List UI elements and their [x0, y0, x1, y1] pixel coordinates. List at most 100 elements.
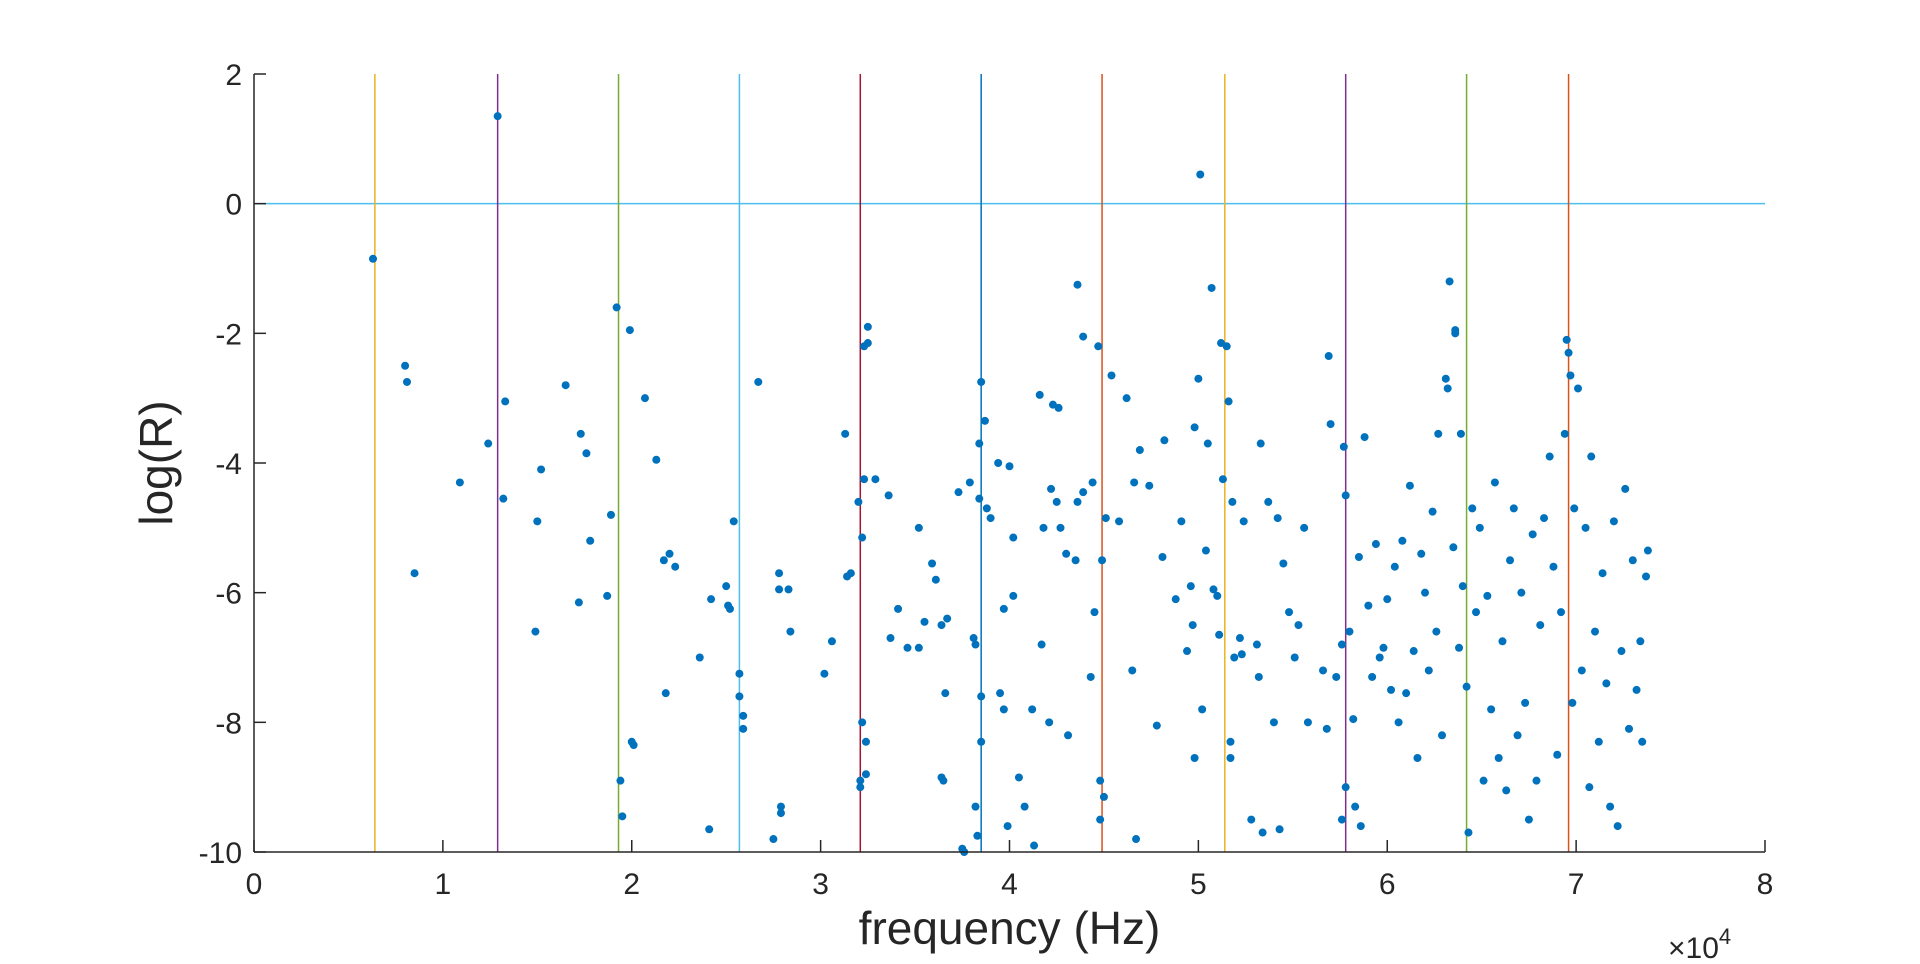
x-tick-label: 0: [246, 868, 263, 901]
y-tick-label: -2: [215, 318, 242, 351]
data-point: [1339, 442, 1348, 451]
data-point: [1158, 553, 1167, 562]
data-point: [986, 514, 995, 523]
data-point: [707, 595, 716, 604]
data-point: [886, 634, 895, 643]
x-tick-label: 7: [1568, 868, 1585, 901]
y-ticks: -10 -8 -6 -4 -2 0 2: [199, 59, 266, 870]
data-point: [860, 475, 869, 484]
data-point: [627, 737, 636, 746]
data-points: [368, 112, 1652, 856]
x-axis-label: frequency (Hz): [859, 902, 1161, 954]
data-point: [1468, 504, 1477, 513]
data-point: [1145, 481, 1154, 490]
data-point: [971, 802, 980, 811]
data-point: [1099, 792, 1108, 801]
data-point: [1351, 802, 1360, 811]
data-point: [1071, 556, 1080, 565]
data-point: [1636, 637, 1645, 646]
data-point: [1628, 556, 1637, 565]
data-point: [1387, 685, 1396, 694]
data-point: [1490, 478, 1499, 487]
data-point: [499, 494, 508, 503]
data-point: [1621, 484, 1630, 493]
data-point: [1540, 514, 1549, 523]
data-point: [1235, 634, 1244, 643]
data-point: [618, 812, 627, 821]
data-point: [965, 478, 974, 487]
data-point: [1345, 627, 1354, 636]
data-point: [1073, 497, 1082, 506]
data-point: [1517, 588, 1526, 597]
data-point: [1226, 737, 1235, 746]
x-tick-label: 3: [812, 868, 829, 901]
data-point: [1570, 504, 1579, 513]
data-point: [1056, 523, 1065, 532]
data-point: [401, 361, 410, 370]
data-point: [1402, 689, 1411, 698]
data-point: [533, 517, 542, 526]
data-point: [1198, 705, 1207, 714]
data-point: [977, 377, 986, 386]
data-point: [1215, 630, 1224, 639]
data-point: [1294, 621, 1303, 630]
data-point: [1183, 647, 1192, 656]
data-point: [1432, 627, 1441, 636]
data-point: [1052, 497, 1061, 506]
data-point: [1587, 452, 1596, 461]
y-tick-label: 0: [225, 189, 242, 222]
data-point: [1417, 549, 1426, 558]
data-point: [561, 381, 570, 390]
data-point: [1237, 650, 1246, 659]
data-point: [920, 617, 929, 626]
data-point: [1079, 488, 1088, 497]
data-point: [1115, 517, 1124, 526]
x-exponent-power: 4: [1719, 924, 1731, 949]
data-point: [606, 510, 615, 519]
data-point: [574, 598, 583, 607]
data-point: [846, 569, 855, 578]
x-tick-label: 8: [1757, 868, 1774, 901]
data-point: [856, 776, 865, 785]
data-point: [612, 303, 621, 312]
data-point: [1203, 439, 1212, 448]
data-point: [582, 449, 591, 458]
data-point: [1568, 698, 1577, 707]
data-point: [1524, 815, 1533, 824]
data-point: [1613, 822, 1622, 831]
data-point: [1354, 553, 1363, 562]
data-point: [776, 802, 785, 811]
data-point: [1037, 640, 1046, 649]
data-point: [1349, 715, 1358, 724]
data-point: [999, 604, 1008, 613]
data-point: [1643, 546, 1652, 555]
data-point: [994, 459, 1003, 467]
y-tick-label: -10: [199, 837, 242, 870]
data-point: [1073, 280, 1082, 289]
data-point: [616, 776, 625, 785]
data-point: [1642, 572, 1651, 581]
data-point: [1557, 608, 1566, 617]
data-point: [1475, 523, 1484, 532]
data-point: [1054, 403, 1063, 412]
data-point: [1273, 514, 1282, 523]
data-point: [1532, 776, 1541, 785]
data-point: [625, 326, 634, 335]
data-point: [1258, 828, 1267, 837]
data-point: [1213, 591, 1222, 600]
data-point: [1456, 429, 1465, 438]
data-point: [484, 439, 493, 448]
data-point: [652, 455, 661, 464]
data-point: [1602, 679, 1611, 688]
data-point: [1458, 582, 1467, 591]
data-point: [735, 669, 744, 678]
data-point: [493, 112, 502, 121]
data-point: [1528, 530, 1537, 539]
data-point: [975, 439, 984, 448]
data-point: [1224, 397, 1233, 406]
data-point: [455, 478, 464, 487]
data-point: [1506, 556, 1515, 565]
data-point: [1177, 517, 1186, 526]
data-point: [1086, 672, 1095, 681]
data-point: [1020, 802, 1029, 811]
